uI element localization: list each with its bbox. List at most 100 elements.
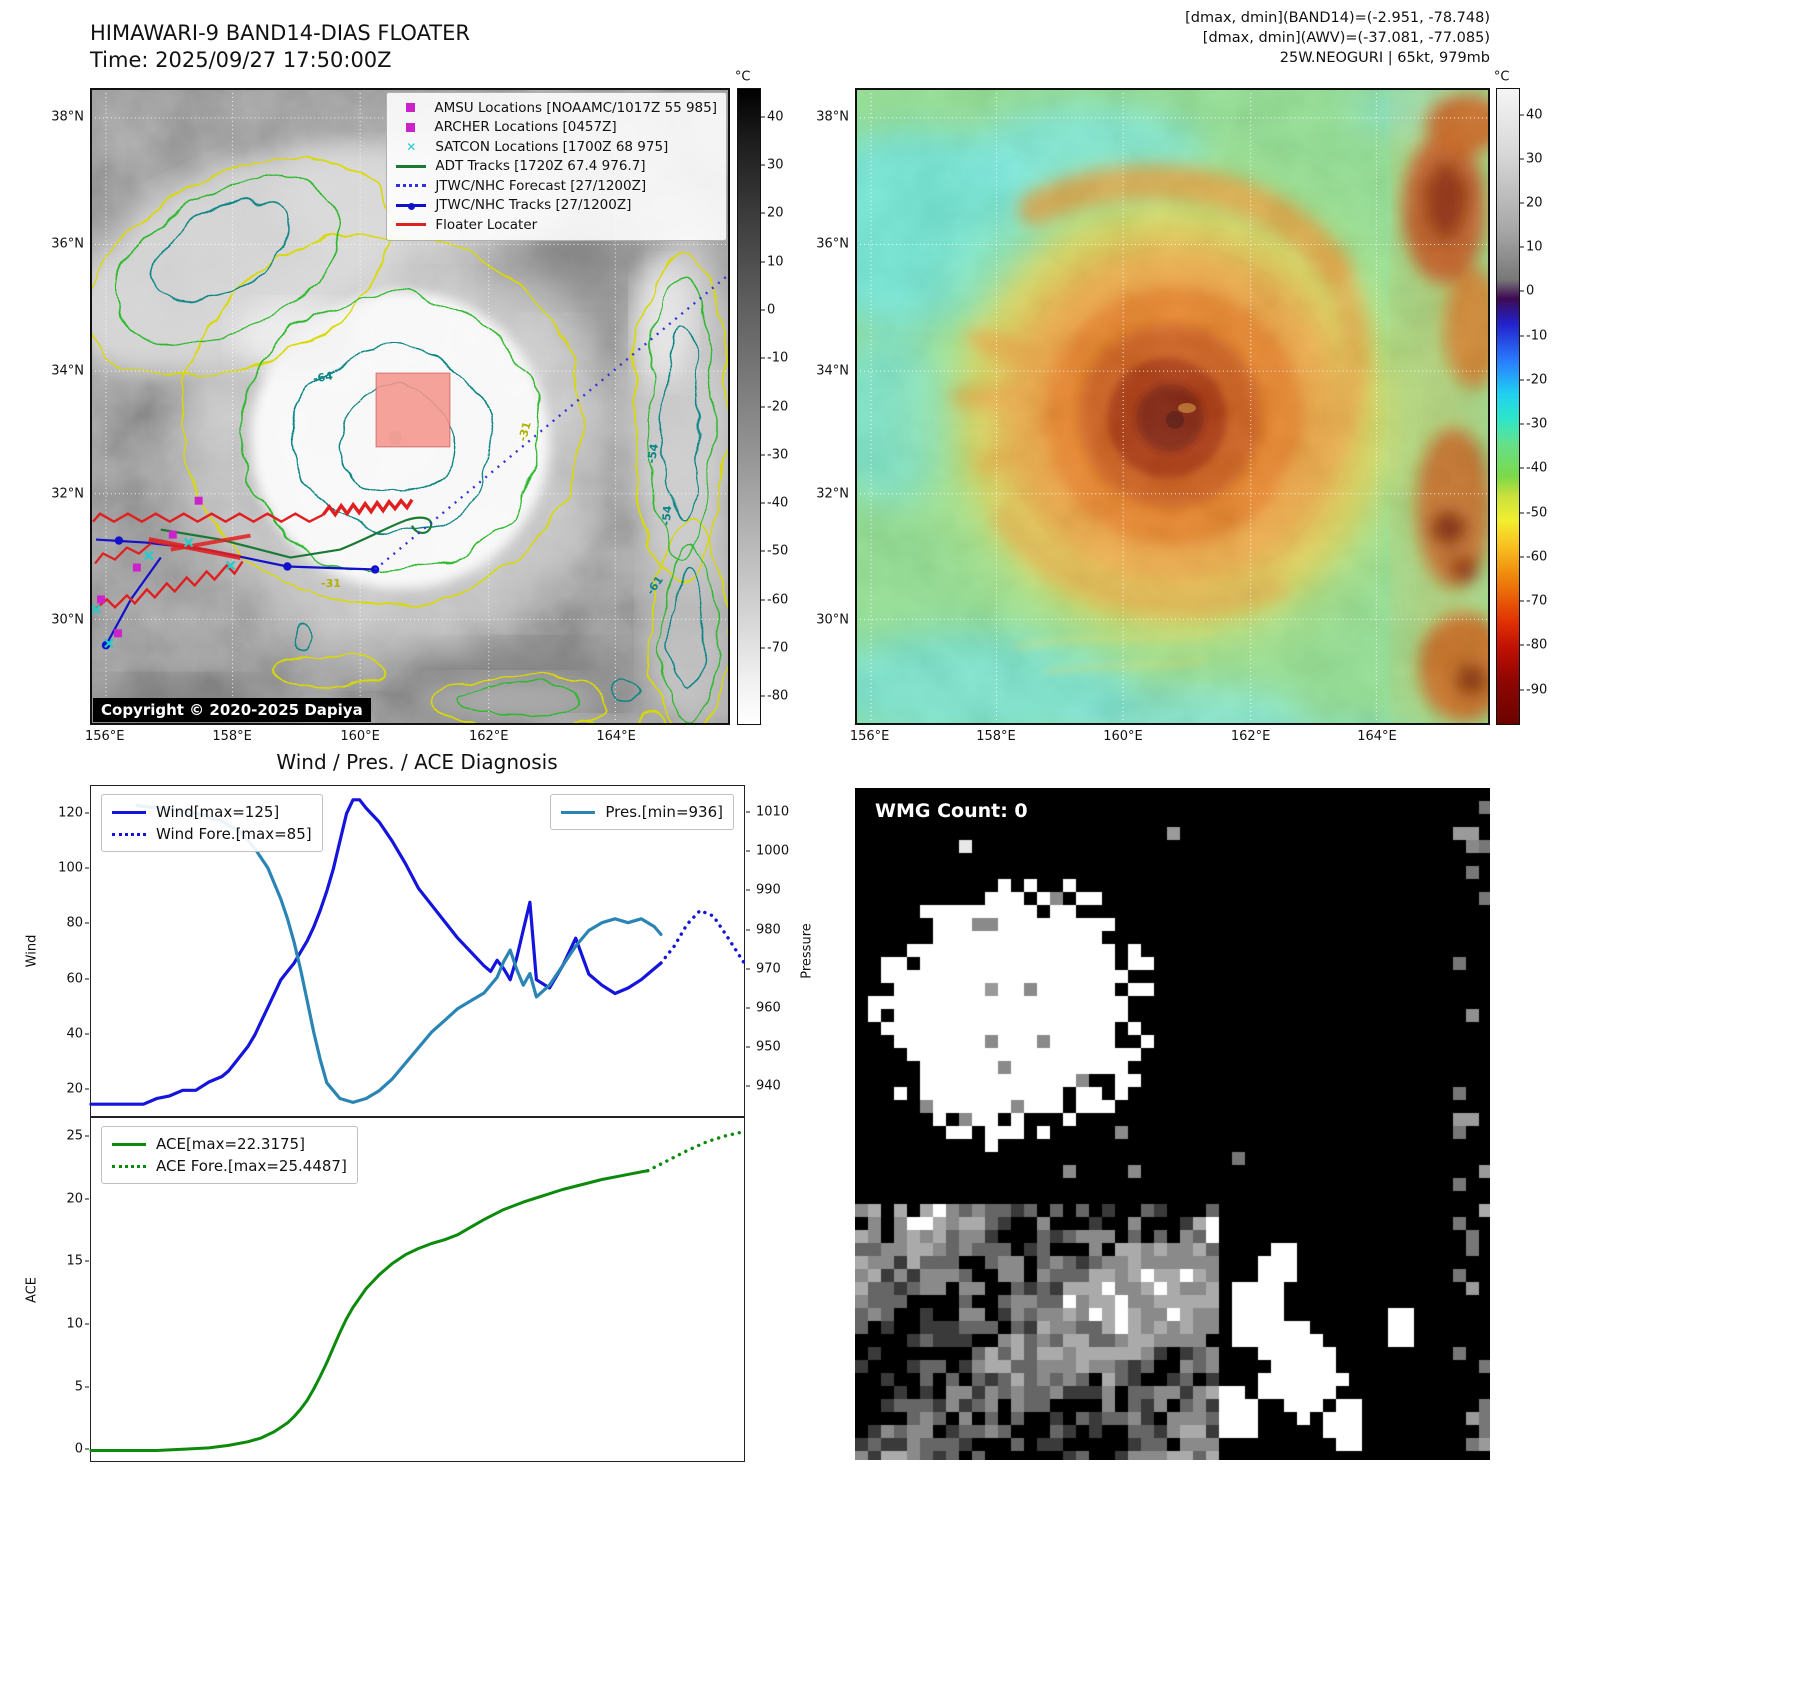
y-tick-label: 10 bbox=[66, 1316, 83, 1332]
colorbar-tick: 10 bbox=[1526, 239, 1543, 255]
colorbar-tickmark bbox=[761, 647, 765, 649]
chart-legend-item: ACE[max=22.3175] bbox=[112, 1133, 347, 1155]
lon-tick: 156°E bbox=[849, 729, 890, 744]
chart-legend-item: Wind[max=125] bbox=[112, 801, 312, 823]
band14-time: Time: 2025/09/27 17:50:00Z bbox=[90, 48, 392, 73]
line-sample-icon bbox=[112, 810, 146, 814]
y-tickmark bbox=[85, 1386, 89, 1388]
y-tick-label: 970 bbox=[756, 961, 781, 977]
y-tickmark bbox=[85, 1033, 89, 1035]
lat-tick: 34°N bbox=[816, 363, 849, 379]
contour-label: -31 bbox=[321, 577, 341, 590]
chart-legend-label: Wind Fore.[max=85] bbox=[156, 825, 312, 843]
lon-tick: 164°E bbox=[1357, 729, 1397, 744]
dmax-dmin-awv: [dmax, dmin](AWV)=(-37.081, -77.085) bbox=[1202, 30, 1490, 46]
colorbar-tickmark bbox=[761, 164, 765, 166]
line-sample-icon bbox=[112, 1164, 146, 1168]
jtwc-forecast-line bbox=[374, 273, 729, 571]
lat-tick: 32°N bbox=[816, 486, 849, 502]
y-tickmark bbox=[746, 1007, 750, 1009]
lat-tick: 32°N bbox=[51, 486, 84, 502]
colorbar-tick: -70 bbox=[1526, 593, 1548, 609]
lon-tick: 160°E bbox=[1103, 729, 1143, 744]
y-tick-label: 25 bbox=[66, 1128, 83, 1144]
track-dot-icon bbox=[408, 202, 416, 210]
dotted-marker-icon bbox=[396, 184, 427, 188]
colorbar-tickmark bbox=[761, 454, 765, 456]
chart-legend: ACE[max=22.3175] ACE Fore.[max=25.4487] bbox=[101, 1126, 358, 1184]
legend-label: SATCON Locations [1700Z 68 975] bbox=[435, 138, 669, 155]
chart-legend: Wind[max=125] Wind Fore.[max=85] bbox=[101, 794, 323, 852]
colorbar-tickmark bbox=[1520, 202, 1524, 204]
colorbar-tick: 40 bbox=[767, 109, 784, 125]
colorbar-tick: -50 bbox=[1526, 505, 1548, 521]
y-tickmark bbox=[85, 1448, 89, 1450]
colorbar-tick: 20 bbox=[1526, 195, 1543, 211]
colorbar-tick: -30 bbox=[767, 447, 789, 463]
colorbar-tickmark bbox=[1520, 556, 1524, 558]
band14-legend: AMSU Locations [NOAAMC/1017Z 55 985] ARCH… bbox=[386, 92, 727, 241]
x-marker-icon: ✕ bbox=[406, 139, 417, 154]
lon-tick: 160°E bbox=[340, 729, 380, 744]
square-marker-icon bbox=[406, 122, 416, 132]
line-sample-icon bbox=[112, 832, 146, 836]
y-axis-label: Pressure bbox=[799, 923, 815, 979]
colorbar-tickmark bbox=[761, 599, 765, 601]
y-tick-label: 60 bbox=[66, 971, 83, 987]
colorbar-tick: -30 bbox=[1526, 416, 1548, 432]
copyright-text: Copyright © 2020-2025 Dapiya bbox=[93, 698, 371, 722]
chart-legend-label: ACE[max=22.3175] bbox=[156, 1135, 305, 1153]
legend-label: ADT Tracks [1720Z 67.4 976.7] bbox=[435, 158, 646, 175]
colorbar-tick: 0 bbox=[767, 302, 776, 318]
wind-pressure-chart: Wind[max=125] Wind Fore.[max=85] Pres.[min… bbox=[89, 785, 748, 1117]
colorbar-tickmark bbox=[761, 406, 765, 407]
colorbar-tickmark bbox=[761, 261, 765, 263]
colorbar-tick: 0 bbox=[1526, 283, 1535, 299]
lat-tick: 36°N bbox=[816, 236, 849, 252]
adt-track-line bbox=[160, 516, 433, 559]
y-tickmark bbox=[85, 867, 89, 869]
floater-locater-box bbox=[375, 372, 451, 448]
colorbar-tick: 30 bbox=[767, 157, 784, 173]
colorbar-tickmark bbox=[761, 550, 765, 552]
colorbar-tick: -10 bbox=[1526, 328, 1548, 344]
colorbar-tick: -80 bbox=[767, 688, 789, 704]
amsu-archer-markers bbox=[96, 496, 203, 638]
y-tickmark bbox=[746, 889, 750, 891]
chart-legend-label: Wind[max=125] bbox=[156, 803, 280, 821]
y-tickmark bbox=[746, 929, 750, 931]
line-marker-icon bbox=[396, 223, 427, 227]
series-wind-fore-max- bbox=[659, 908, 748, 968]
band14-satellite-map: AMSU Locations [NOAAMC/1017Z 55 985] ARCH… bbox=[90, 88, 730, 725]
legend-item: JTWC/NHC Forecast [27/1200Z] bbox=[396, 176, 717, 196]
chart-legend: Pres.[min=936] bbox=[550, 794, 734, 830]
colorbar-tick: -20 bbox=[1526, 372, 1548, 388]
legend-item: ARCHER Locations [0457Z] bbox=[396, 118, 717, 138]
chart-legend-item: ACE Fore.[max=25.4487] bbox=[112, 1155, 347, 1177]
diagnosis-title: Wind / Pres. / ACE Diagnosis bbox=[276, 750, 558, 774]
y-tickmark bbox=[85, 1088, 89, 1090]
awv-satellite-map bbox=[855, 88, 1490, 725]
y-tick-label: 940 bbox=[756, 1078, 781, 1094]
colorbar-tick: -40 bbox=[1526, 460, 1548, 476]
line-sample-icon bbox=[112, 1142, 146, 1146]
colorbar-tickmark bbox=[1520, 158, 1524, 160]
legend-label: JTWC/NHC Tracks [27/1200Z] bbox=[435, 197, 632, 214]
y-tick-label: 990 bbox=[756, 882, 781, 898]
colorbar-tickmark bbox=[761, 695, 765, 697]
storm-id-intensity: 25W.NEOGURI | 65kt, 979mb bbox=[1279, 50, 1490, 66]
wmg-count-label: WMG Count: 0 bbox=[875, 800, 1028, 822]
wmg-count-panel: WMG Count: 0 bbox=[855, 788, 1490, 1460]
wmg-count-image bbox=[855, 788, 1490, 1460]
legend-item: ADT Tracks [1720Z 67.4 976.7] bbox=[396, 157, 717, 177]
colorbar-tickmark bbox=[1520, 423, 1524, 425]
colorbar-tick: -60 bbox=[767, 592, 789, 608]
colorbar-tickmark bbox=[1520, 246, 1524, 248]
line-dot-marker-icon bbox=[396, 202, 427, 210]
contour-label: -54 bbox=[659, 505, 675, 526]
legend-item: AMSU Locations [NOAAMC/1017Z 55 985] bbox=[396, 98, 717, 118]
y-tick-label: 100 bbox=[58, 860, 83, 876]
floater-track-lines bbox=[92, 497, 414, 611]
y-tick-label: 960 bbox=[756, 1000, 781, 1016]
y-tick-label: 5 bbox=[74, 1379, 83, 1395]
